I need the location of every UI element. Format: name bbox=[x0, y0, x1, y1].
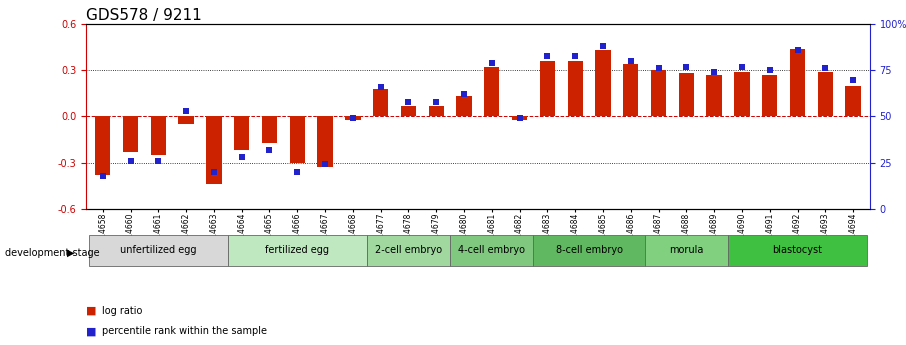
Point bbox=[596, 43, 611, 49]
Bar bbox=[512, 117, 527, 119]
Bar bbox=[623, 64, 639, 117]
Text: ■: ■ bbox=[86, 306, 97, 315]
Bar bbox=[790, 49, 805, 117]
Bar bbox=[367, 235, 450, 266]
Point bbox=[207, 169, 221, 175]
Bar bbox=[484, 67, 499, 117]
Point bbox=[345, 116, 360, 121]
Bar bbox=[651, 70, 666, 117]
Bar bbox=[290, 117, 305, 162]
Point bbox=[401, 99, 416, 105]
Bar bbox=[534, 235, 645, 266]
Bar bbox=[150, 117, 166, 155]
Text: fertilized egg: fertilized egg bbox=[265, 245, 329, 255]
Bar bbox=[178, 117, 194, 124]
Point bbox=[457, 91, 471, 97]
Bar bbox=[123, 117, 139, 152]
Text: blastocyst: blastocyst bbox=[773, 245, 823, 255]
Bar bbox=[728, 235, 867, 266]
Bar bbox=[429, 106, 444, 117]
Bar bbox=[400, 106, 416, 117]
Bar bbox=[89, 235, 227, 266]
Text: 2-cell embryo: 2-cell embryo bbox=[375, 245, 442, 255]
Point bbox=[151, 158, 166, 164]
Point bbox=[235, 154, 249, 160]
Bar bbox=[262, 117, 277, 142]
Text: morula: morula bbox=[670, 245, 704, 255]
Bar bbox=[845, 86, 861, 117]
Bar bbox=[567, 61, 583, 117]
Bar bbox=[707, 75, 722, 117]
Point bbox=[429, 99, 443, 105]
Point bbox=[763, 68, 777, 73]
Point bbox=[123, 158, 138, 164]
Point bbox=[513, 116, 527, 121]
Bar bbox=[234, 117, 249, 150]
Point bbox=[680, 64, 694, 69]
Point bbox=[707, 69, 721, 75]
Bar bbox=[734, 72, 749, 117]
Point bbox=[568, 53, 583, 58]
Point bbox=[95, 173, 110, 178]
Point bbox=[262, 147, 276, 152]
Bar bbox=[345, 117, 361, 119]
Text: ▶: ▶ bbox=[67, 248, 74, 257]
Bar bbox=[645, 235, 728, 266]
Point bbox=[318, 162, 333, 167]
Text: unfertilized egg: unfertilized egg bbox=[120, 245, 197, 255]
Point bbox=[651, 66, 666, 71]
Bar bbox=[762, 75, 777, 117]
Point bbox=[290, 169, 304, 175]
Text: 4-cell embryo: 4-cell embryo bbox=[458, 245, 525, 255]
Point bbox=[178, 108, 193, 114]
Bar bbox=[817, 72, 833, 117]
Bar bbox=[540, 61, 555, 117]
Bar bbox=[207, 117, 222, 184]
Text: log ratio: log ratio bbox=[102, 306, 143, 315]
Point bbox=[846, 77, 861, 82]
Bar bbox=[450, 235, 534, 266]
Point bbox=[540, 53, 554, 58]
Bar bbox=[595, 50, 611, 117]
Text: percentile rank within the sample: percentile rank within the sample bbox=[102, 326, 267, 336]
Text: GDS578 / 9211: GDS578 / 9211 bbox=[86, 8, 202, 23]
Point bbox=[623, 58, 638, 64]
Text: ■: ■ bbox=[86, 326, 97, 336]
Bar bbox=[457, 97, 472, 117]
Point bbox=[790, 47, 805, 53]
Point bbox=[485, 60, 499, 66]
Bar bbox=[373, 89, 389, 117]
Bar bbox=[679, 73, 694, 117]
Text: 8-cell embryo: 8-cell embryo bbox=[555, 245, 622, 255]
Bar bbox=[227, 235, 367, 266]
Point bbox=[735, 64, 749, 69]
Point bbox=[373, 84, 388, 90]
Point bbox=[818, 66, 833, 71]
Bar bbox=[95, 117, 111, 175]
Bar bbox=[317, 117, 333, 167]
Text: development stage: development stage bbox=[5, 248, 99, 257]
